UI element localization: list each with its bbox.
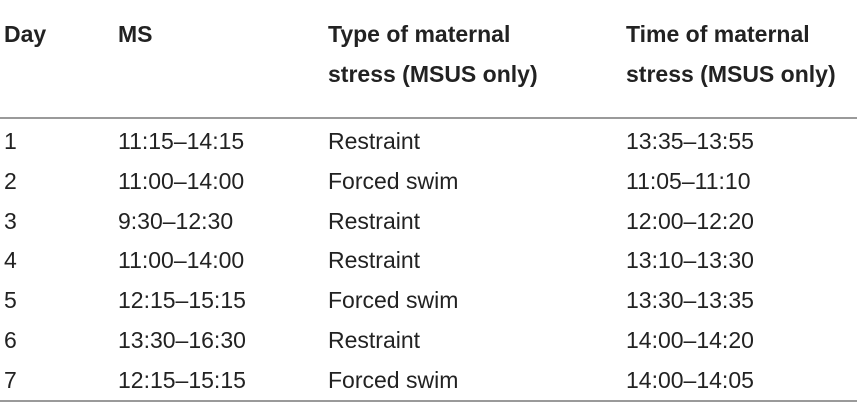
table-row: 5 12:15–15:15 Forced swim 13:30–13:35 [0,280,857,320]
cell-ms: 12:15–15:15 [118,287,246,314]
cell-time: 13:30–13:35 [626,287,754,314]
cell-type: Restraint [328,128,421,154]
cell-day: 6 [4,326,17,353]
cell-type: Restraint [328,326,421,353]
cell-ms: 13:30–16:30 [118,326,246,353]
cell-ms: 11:00–14:00 [118,247,245,274]
cell-ms: 9:30–12:30 [118,207,234,234]
cell-time: 11:05–11:10 [626,167,751,194]
cell-ms: 11:00–14:00 [118,167,245,194]
header-divider [0,117,857,119]
cell-day: 7 [4,366,17,393]
cell-day: 3 [4,207,17,234]
cell-ms: 12:15–15:15 [118,366,246,393]
header-day: Day [4,21,47,47]
cell-day: 4 [4,247,17,274]
cell-type: Forced swim [328,167,459,194]
cell-type: Forced swim [328,287,459,314]
table-row: 6 13:30–16:30 Restraint 14:00–14:20 [0,320,857,360]
cell-type: Restraint [328,247,421,274]
table-row: 7 12:15–15:15 Forced swim 14:00–14:05 [0,360,857,400]
cell-day: 2 [4,167,17,194]
cell-type: Forced swim [328,366,459,393]
header-time-of-maternal-stress: Time of maternal stress (MSUS only) [626,14,857,94]
cell-day: 5 [4,287,17,314]
table-bottom-rule [0,400,857,402]
cell-time: 13:10–13:30 [626,247,754,274]
cell-ms: 11:15–14:15 [118,128,245,154]
header-type-line-2: stress (MSUS only) [328,61,538,87]
cell-time: 14:00–14:20 [626,326,754,353]
cell-day: 1 [4,128,17,154]
cell-time: 14:00–14:05 [626,366,754,393]
header-type-of-maternal-stress: Type of maternal stress (MSUS only) [328,14,618,94]
header-time-line-2: stress (MSUS only) [626,61,836,87]
table-row: 2 11:00–14:00 Forced swim 11:05–11:10 [0,161,857,201]
table-row: 4 11:00–14:00 Restraint 13:10–13:30 [0,240,857,280]
cell-time: 13:35–13:55 [626,128,754,154]
header-ms: MS [118,21,153,47]
cell-time: 12:00–12:20 [626,207,754,234]
header-time-line-1: Time of maternal [626,21,810,47]
table-row: 1 11:15–14:15 Restraint 13:35–13:55 [0,121,857,161]
table-body: 1 11:15–14:15 Restraint 13:35–13:55 2 11… [0,121,857,400]
header-type-line-1: Type of maternal [328,21,511,47]
table-row: 3 9:30–12:30 Restraint 12:00–12:20 [0,201,857,241]
cell-type: Restraint [328,207,421,234]
